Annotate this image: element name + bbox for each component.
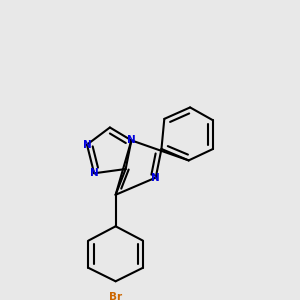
- Text: N: N: [152, 172, 160, 183]
- Text: N: N: [127, 135, 136, 146]
- Text: N: N: [90, 168, 98, 178]
- Text: Br: Br: [109, 292, 122, 300]
- Text: N: N: [82, 140, 91, 150]
